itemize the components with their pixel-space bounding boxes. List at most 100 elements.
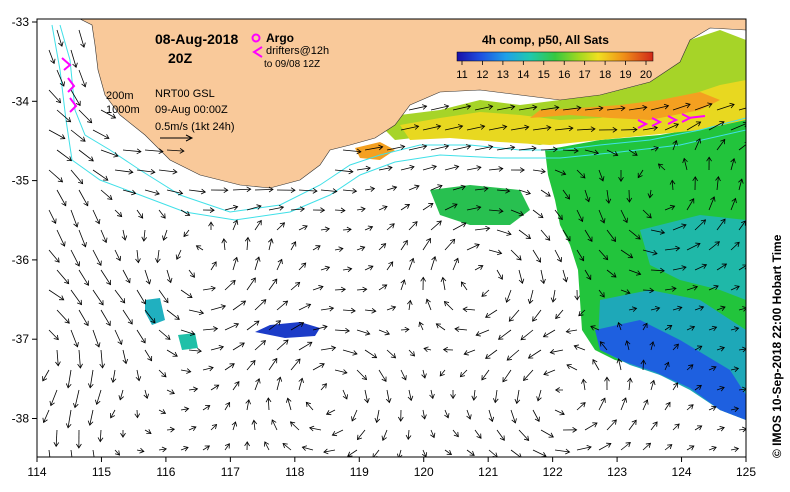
current-vector (70, 169, 83, 184)
current-vector-head (573, 147, 579, 154)
current-vector-head (328, 305, 335, 312)
current-vector-head (272, 357, 278, 364)
current-vector (287, 398, 292, 411)
current-vector-head (305, 303, 312, 309)
current-vector-head (573, 344, 579, 350)
current-vector (488, 168, 503, 171)
current-vector (136, 289, 146, 305)
current-vector-head (73, 402, 79, 409)
current-vector (210, 384, 219, 391)
current-vector-head (324, 265, 331, 272)
current-vector-head (659, 229, 666, 235)
current-vector-head (442, 346, 448, 353)
current-vector (444, 166, 459, 171)
y-tick-label: -35 (12, 174, 30, 188)
current-vector (43, 409, 50, 423)
current-vector-head (502, 124, 508, 131)
current-vector (422, 125, 441, 131)
current-vector (442, 277, 446, 291)
current-vector-head (711, 325, 718, 332)
current-vector-head (298, 377, 304, 383)
current-vector (312, 286, 324, 291)
current-vector (158, 169, 177, 173)
current-vector-head (674, 423, 680, 429)
current-vector-head (462, 306, 468, 313)
current-vector (290, 241, 296, 251)
current-vector (686, 445, 695, 451)
current-vector-head (423, 346, 429, 353)
current-vector (452, 222, 467, 231)
current-vector-head (359, 245, 366, 252)
current-vector (48, 89, 61, 103)
current-vector-head (196, 348, 202, 354)
current-vector-head (283, 339, 289, 345)
current-vector-head (698, 305, 705, 311)
current-vector-head (105, 320, 111, 327)
current-vector (56, 309, 70, 324)
current-vector-head (611, 419, 617, 425)
current-vector (738, 388, 746, 391)
colorbar-tick-label: 12 (476, 69, 488, 81)
current-vector-head (566, 364, 572, 370)
current-vector (738, 178, 743, 191)
current-vector (290, 208, 305, 211)
current-vector-head (527, 298, 534, 305)
current-vector (166, 269, 172, 283)
current-vector (254, 256, 260, 271)
current-vector-head (620, 105, 626, 112)
y-tick-label: -33 (12, 15, 30, 29)
current-vector (320, 307, 334, 311)
current-vector-head (733, 326, 740, 332)
current-vector (48, 169, 63, 183)
current-vector (312, 326, 328, 331)
current-vector (364, 146, 383, 151)
current-vector-head (730, 158, 736, 164)
current-vector-head (463, 350, 469, 356)
current-vector (510, 249, 522, 261)
current-vector-head (518, 278, 525, 284)
current-vector (92, 289, 104, 306)
current-vector (158, 448, 167, 451)
current-vector-head (256, 219, 262, 226)
current-vector (694, 385, 702, 391)
current-vector-head (478, 265, 484, 270)
current-vector-head (459, 372, 466, 378)
current-vector-head (169, 426, 176, 433)
current-vector (716, 103, 735, 111)
current-vector-head (647, 193, 654, 199)
current-vector (598, 249, 608, 260)
current-vector-head (50, 58, 56, 65)
current-vector (334, 169, 353, 173)
current-vector (642, 127, 658, 131)
current-vector (357, 429, 366, 440)
current-vector (532, 309, 542, 322)
current-vector-head (88, 156, 94, 162)
current-vector (566, 364, 578, 371)
current-vector (144, 349, 152, 361)
current-vector-head (519, 167, 525, 173)
y-tick-label: -38 (12, 412, 30, 426)
current-vector-head (643, 399, 649, 405)
current-vector (364, 265, 374, 271)
argo-label: Argo (266, 31, 294, 45)
current-vector-head (536, 257, 541, 263)
current-vector (738, 144, 746, 151)
current-vector-head (402, 239, 408, 246)
current-vector (576, 402, 586, 411)
current-vector (180, 289, 193, 298)
time-label: 20Z (168, 50, 193, 66)
x-tick-label: 123 (607, 465, 627, 479)
x-tick-label: 118 (285, 465, 304, 479)
current-vector-head (506, 355, 512, 361)
current-vector-head (120, 298, 126, 304)
current-vector-head (612, 151, 619, 157)
current-vector-head (498, 274, 503, 280)
current-vector-head (254, 320, 260, 326)
current-vector (180, 209, 190, 216)
current-vector-head (502, 377, 508, 383)
current-vector-head (485, 225, 491, 232)
current-vector (474, 105, 493, 111)
current-vector-head (733, 446, 740, 453)
current-vector-head (711, 445, 717, 452)
current-vector (110, 409, 116, 418)
